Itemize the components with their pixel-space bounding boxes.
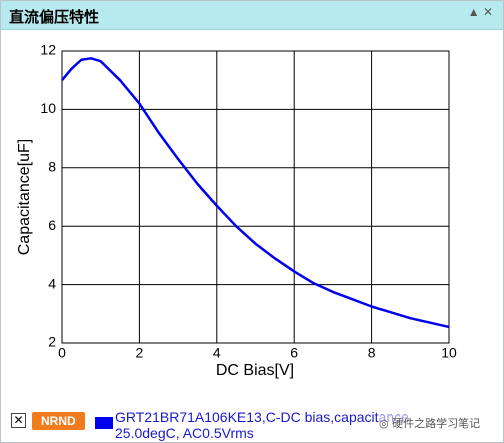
y-tick-label: 8 xyxy=(48,159,56,175)
x-tick-label: 2 xyxy=(136,345,144,361)
y-axis-label: Capacitance[uF] xyxy=(16,139,33,256)
x-tick-label: 6 xyxy=(290,345,298,361)
y-tick-label: 12 xyxy=(40,42,56,58)
x-tick-label: 0 xyxy=(58,345,66,361)
x-tick-label: 10 xyxy=(441,345,457,361)
y-tick-label: 2 xyxy=(48,334,56,350)
x-tick-label: 8 xyxy=(368,345,376,361)
legend-checkbox[interactable]: ✕ xyxy=(11,413,26,428)
data-line xyxy=(61,57,450,329)
y-tick-label: 4 xyxy=(48,275,56,291)
panel-controls[interactable]: ▲ ✕ xyxy=(467,5,493,19)
x-tick-label: 4 xyxy=(213,345,221,361)
legend-label: GRT21BR71A106KE13,C-DC bias,capacitance … xyxy=(115,409,409,441)
x-axis-label: DC Bias[V] xyxy=(216,362,294,379)
y-tick-label: 6 xyxy=(48,217,56,233)
status-badge: NRND xyxy=(32,412,85,430)
y-tick-label: 10 xyxy=(40,100,56,116)
panel-title: 直流偏压特性 xyxy=(9,8,100,26)
legend: ✕ NRND GRT21BR71A106KE13,C-DC bias,capac… xyxy=(9,409,499,441)
panel-header: 直流偏压特性 ▲ ✕ xyxy=(1,1,503,30)
watermark-text: 硬件之路学习笔记 xyxy=(392,417,481,430)
legend-swatch xyxy=(95,417,113,429)
watermark: ◎ 硬件之路学习笔记 xyxy=(379,415,481,431)
plot-frame xyxy=(61,50,450,344)
